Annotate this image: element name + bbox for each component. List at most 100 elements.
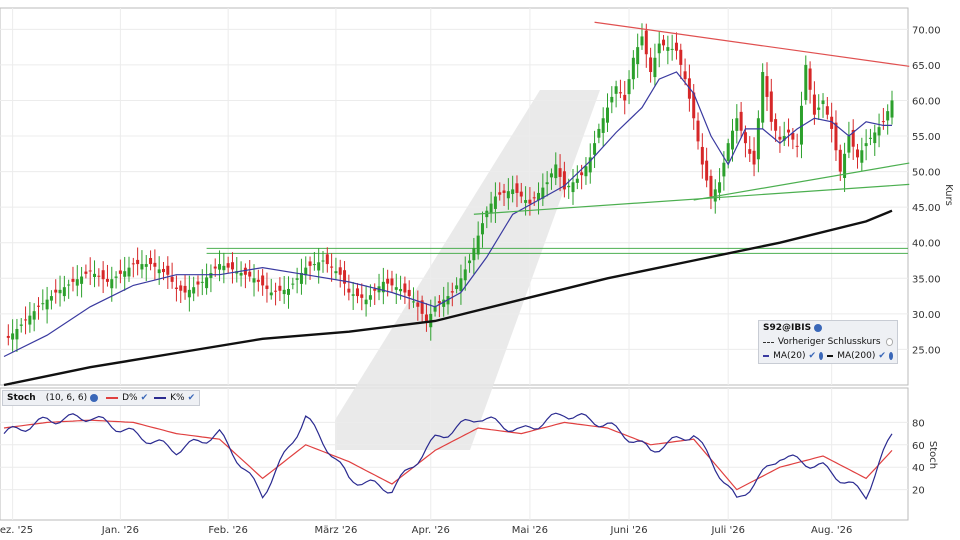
candle-body bbox=[153, 262, 157, 267]
candle-body bbox=[748, 149, 752, 154]
settings-icon[interactable] bbox=[819, 352, 824, 360]
candle-body bbox=[187, 289, 191, 298]
y-tick-label: 45.00 bbox=[912, 203, 941, 214]
candle-body bbox=[864, 143, 868, 147]
ma200-line bbox=[3, 209, 893, 387]
candle-body bbox=[627, 79, 631, 95]
candle-body bbox=[75, 279, 79, 286]
y-tick-label: 30.00 bbox=[912, 310, 941, 321]
candle-body bbox=[498, 192, 502, 195]
legend-ma20-label: MA(20) bbox=[773, 351, 806, 361]
settings-icon[interactable] bbox=[814, 324, 823, 332]
candle-body bbox=[295, 278, 299, 280]
candle-body bbox=[403, 283, 407, 293]
x-tick-label: Juni '26 bbox=[610, 525, 648, 536]
candle-body bbox=[390, 278, 394, 286]
candle-body bbox=[62, 287, 66, 297]
candle-body bbox=[118, 270, 122, 274]
stoch-tick-label: 20 bbox=[912, 486, 925, 497]
candle-body bbox=[442, 299, 446, 307]
candle-body bbox=[170, 276, 174, 282]
candle-body bbox=[179, 285, 183, 291]
stoch-axis-label: Stoch bbox=[927, 441, 938, 469]
candle-body bbox=[537, 192, 541, 201]
candle-body bbox=[532, 197, 536, 199]
settings-icon[interactable] bbox=[90, 394, 99, 402]
candle-body bbox=[752, 150, 756, 165]
candle-body bbox=[230, 262, 234, 270]
candle-body bbox=[804, 64, 808, 101]
candle-body bbox=[567, 185, 571, 188]
candle-body bbox=[851, 129, 855, 147]
candle-body bbox=[726, 143, 730, 161]
support-trendline bbox=[693, 162, 910, 201]
legend-prev-close-row[interactable]: Vorheriger Schlusskurs bbox=[759, 335, 897, 349]
check-icon[interactable]: ✔ bbox=[187, 393, 196, 403]
candle-body bbox=[394, 287, 398, 290]
candle-body bbox=[666, 47, 670, 51]
y-tick-label: 55.00 bbox=[912, 132, 941, 143]
main-legend: S92@IBIS Vorheriger Schlusskurs MA(20) ✔… bbox=[758, 320, 898, 364]
settings-icon[interactable] bbox=[888, 352, 893, 360]
y-tick-label: 70.00 bbox=[912, 25, 941, 36]
candle-body bbox=[226, 263, 230, 268]
candle-body bbox=[476, 235, 480, 255]
candle-body bbox=[278, 285, 282, 291]
candle-body bbox=[114, 276, 118, 278]
candle-body bbox=[683, 71, 687, 80]
legend-symbol-row[interactable]: S92@IBIS bbox=[759, 321, 897, 335]
candle-body bbox=[256, 279, 260, 282]
candle-body bbox=[631, 57, 635, 80]
candle-body bbox=[347, 288, 351, 293]
candle-body bbox=[252, 278, 256, 283]
candle-body bbox=[696, 120, 700, 142]
candle-body bbox=[778, 136, 782, 140]
candle-body bbox=[192, 287, 196, 294]
check-icon[interactable]: ✔ bbox=[878, 351, 886, 361]
candle-body bbox=[545, 182, 549, 185]
legend-symbol: S92@IBIS bbox=[763, 323, 812, 333]
candle-body bbox=[84, 271, 88, 274]
check-icon[interactable]: ✔ bbox=[808, 351, 817, 361]
candle-body bbox=[325, 254, 329, 265]
candle-body bbox=[873, 132, 877, 144]
candle-body bbox=[32, 311, 36, 320]
candle-body bbox=[88, 270, 92, 272]
candle-body bbox=[731, 130, 735, 150]
stoch-tick-label: 60 bbox=[912, 441, 925, 452]
candle-body bbox=[19, 324, 23, 326]
candle-body bbox=[174, 287, 178, 289]
k-swatch-icon bbox=[154, 397, 167, 399]
stoch-legend: Stoch (10, 6, 6) D% ✔ K% ✔ bbox=[2, 390, 201, 406]
candle-body bbox=[67, 284, 71, 286]
candle-body bbox=[541, 187, 545, 199]
candle-body bbox=[183, 285, 187, 293]
candle-body bbox=[881, 121, 885, 123]
x-tick-label: Jan. '26 bbox=[101, 525, 139, 536]
candle-body bbox=[519, 191, 523, 197]
candle-body bbox=[549, 173, 553, 178]
toggle-icon[interactable] bbox=[885, 338, 893, 346]
resistance-trendline bbox=[594, 21, 910, 67]
candle-body bbox=[623, 94, 627, 101]
candle-body bbox=[407, 289, 411, 297]
candle-body bbox=[502, 190, 506, 193]
check-icon[interactable]: ✔ bbox=[140, 393, 149, 403]
candle-body bbox=[709, 175, 713, 197]
candle-body bbox=[580, 172, 584, 176]
candle-body bbox=[692, 92, 696, 119]
candle-body bbox=[157, 269, 161, 274]
candle-body bbox=[489, 203, 493, 214]
stoch-legend-row[interactable]: Stoch (10, 6, 6) D% ✔ K% ✔ bbox=[3, 391, 199, 405]
candle-body bbox=[269, 292, 273, 296]
legend-ma-row[interactable]: MA(20) ✔ MA(200) ✔ bbox=[759, 349, 897, 363]
candle-body bbox=[368, 295, 372, 300]
candle-body bbox=[610, 96, 614, 103]
candle-body bbox=[614, 86, 618, 94]
candle-body bbox=[649, 57, 653, 73]
candle-body bbox=[11, 333, 15, 340]
candle-body bbox=[575, 178, 579, 183]
stoch-title: Stoch bbox=[7, 393, 36, 403]
